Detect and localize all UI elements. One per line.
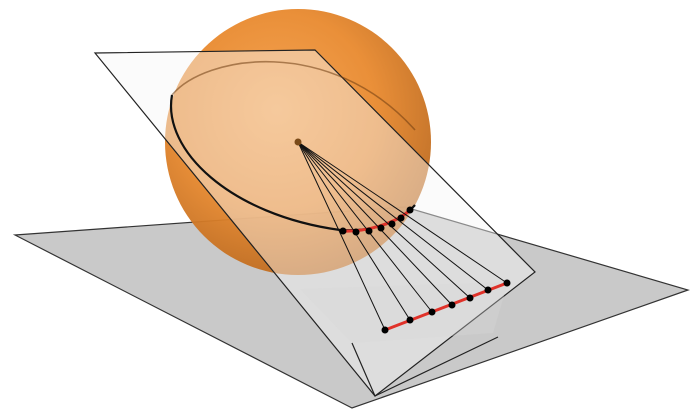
line-point [448,301,456,309]
projection-line [297,141,386,331]
line-point [428,308,436,316]
horizontal-plane-overlap [300,282,508,343]
arc-point [377,224,385,232]
projection-line [297,141,471,299]
line-point [503,279,511,287]
arc-point [397,214,405,222]
projection-line [297,141,433,313]
inclined-plane-bottom-edge [351,336,499,397]
projection-line [297,141,489,291]
center-point [294,138,302,146]
line-point [466,294,474,302]
line-point [406,316,414,324]
arc-point [406,206,414,214]
arc-points [339,206,414,236]
line-points [381,279,511,334]
arc-point [365,227,373,235]
arc-point [339,227,347,235]
projection-line [297,141,453,306]
projection-line [297,141,508,284]
inclined-plane [93,49,536,397]
line-point [381,326,389,334]
arc-point [352,228,360,236]
line-point [484,286,492,294]
great-circle-back [171,61,416,131]
arc-point [388,220,396,228]
